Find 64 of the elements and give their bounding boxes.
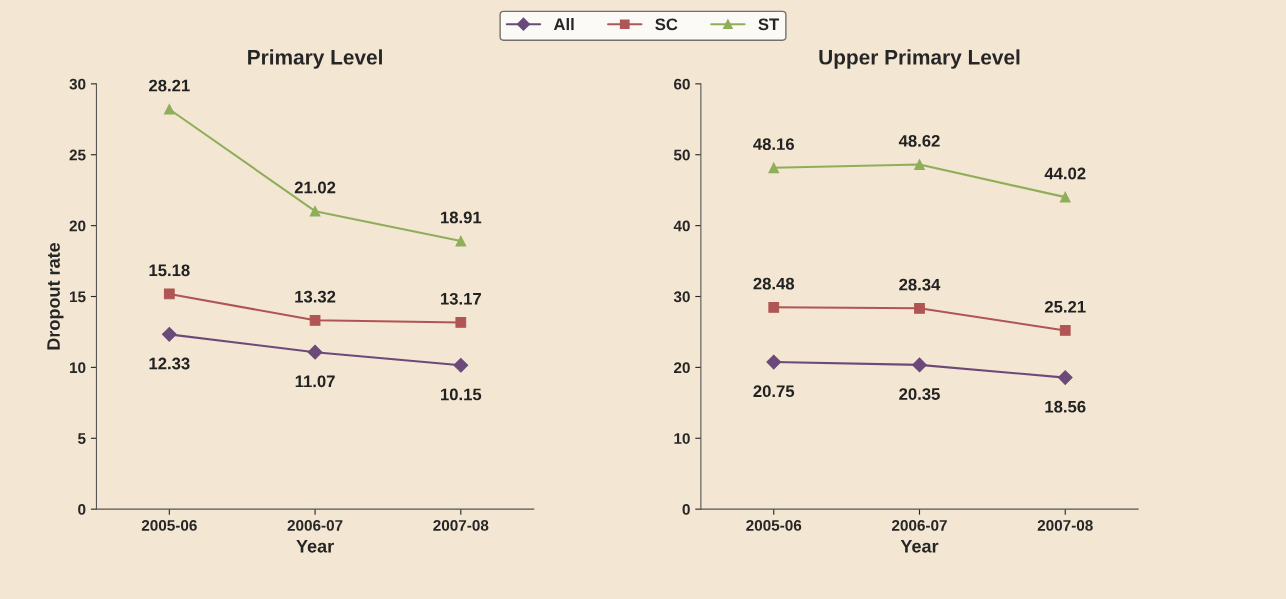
x-axis-title: Year	[900, 540, 939, 553]
point	[161, 326, 177, 342]
x-tick-label: 2005-06	[141, 519, 197, 531]
x-tick-label: 2005-06	[746, 519, 802, 531]
legend-label: All	[553, 18, 574, 31]
chart-title: Upper Primary Level	[819, 49, 1020, 69]
y-axis-title: Dropout rate	[47, 242, 64, 350]
y-tick-label: 0	[78, 504, 86, 515]
y-tick-label: 40	[673, 220, 690, 232]
data-label: 15.18	[149, 264, 190, 277]
y-tick-label: 30	[673, 291, 690, 303]
point	[453, 357, 469, 373]
y-tick-label: 10	[674, 433, 690, 444]
y-tick-label: 30	[69, 78, 86, 90]
data-label: 18.91	[441, 211, 482, 224]
x-tick-label: 2007-08	[433, 519, 489, 531]
data-label: 18.56	[1045, 400, 1086, 413]
y-tick-label: 10	[70, 362, 86, 374]
y-tick-label: 60	[674, 78, 690, 90]
y-tick-label: 0	[682, 504, 690, 515]
data-label: 48.62	[898, 134, 940, 147]
y-tick-label: 5	[78, 433, 86, 444]
point	[914, 302, 925, 314]
point	[309, 205, 321, 217]
point	[455, 235, 467, 247]
data-label: 28.34	[899, 278, 941, 291]
y-tick-label: 25	[69, 149, 86, 161]
data-label: 25.21	[1044, 300, 1086, 313]
data-label: 20.35	[899, 388, 940, 400]
y-tick-label: 15	[70, 291, 86, 303]
data-label: 28.48	[753, 277, 795, 290]
point	[307, 344, 323, 360]
point	[1059, 325, 1071, 336]
data-label: 20.75	[753, 385, 795, 398]
point	[912, 357, 927, 373]
legend-label: SC	[655, 18, 678, 31]
point	[309, 314, 321, 326]
data-label: 11.07	[295, 375, 335, 388]
data-label: 13.17	[441, 292, 481, 305]
point	[163, 103, 175, 115]
y-tick-label: 20	[69, 220, 86, 232]
data-label: 12.33	[149, 357, 190, 370]
x-tick-label: 2007-08	[1037, 519, 1093, 531]
data-label: 13.32	[295, 290, 336, 303]
x-tick-label: 2006-07	[891, 519, 947, 531]
point	[768, 301, 780, 313]
point	[163, 288, 175, 300]
chart-title: Primary Level	[248, 49, 382, 69]
point	[766, 354, 782, 370]
data-label: 28.21	[149, 79, 190, 92]
x-tick-label: 2006-07	[287, 519, 343, 531]
point	[768, 162, 780, 174]
data-label: 21.02	[294, 181, 336, 194]
point	[455, 317, 467, 328]
x-axis-title: Year	[296, 540, 334, 553]
y-tick-label: 20	[673, 362, 690, 374]
data-label: 44.02	[1044, 167, 1086, 180]
y-tick-label: 50	[673, 149, 690, 161]
data-label: 48.16	[753, 138, 794, 151]
point	[1057, 370, 1073, 385]
point	[914, 159, 925, 170]
legend-label: ST	[758, 18, 780, 31]
data-label: 10.15	[441, 388, 482, 401]
point	[1059, 191, 1071, 203]
